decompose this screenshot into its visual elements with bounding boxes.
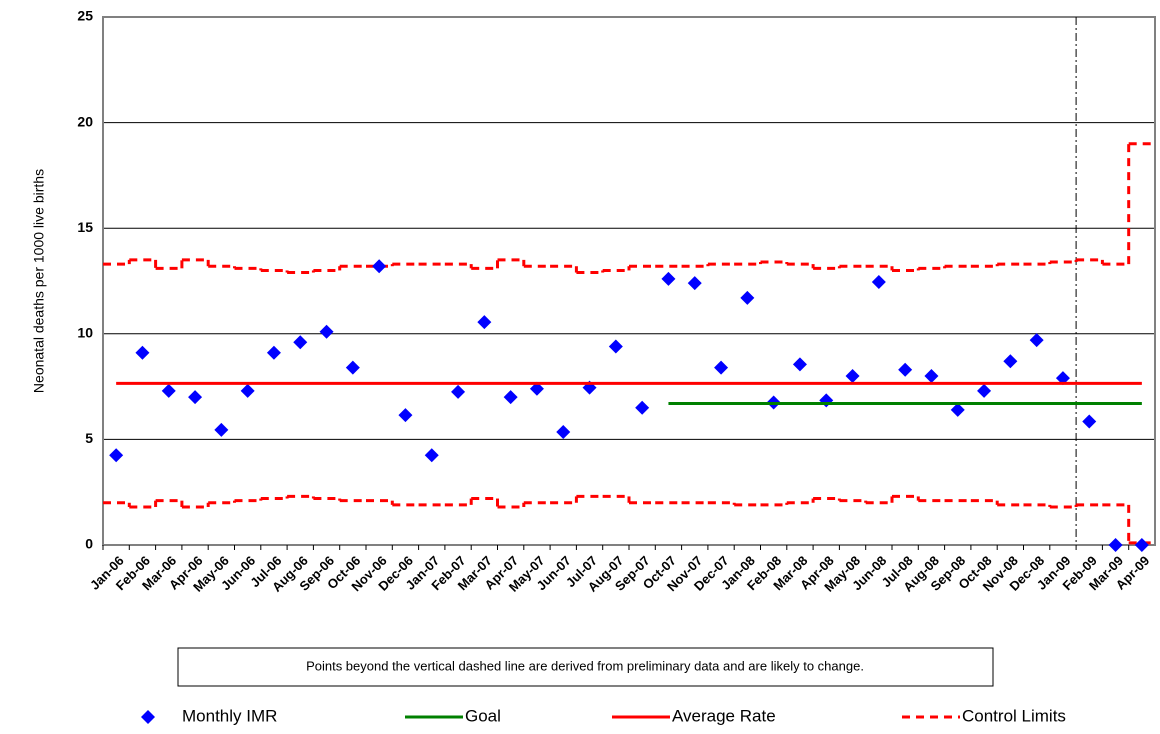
legend-label: Goal <box>465 706 501 725</box>
data-point <box>1082 414 1097 429</box>
y-tick-label: 25 <box>77 8 93 24</box>
data-point <box>451 384 466 399</box>
annotation-box <box>177 647 994 687</box>
data-point <box>740 290 755 305</box>
legend-label: Average Rate <box>672 706 776 725</box>
data-point <box>214 422 229 437</box>
data-point <box>687 276 702 291</box>
y-tick-label: 20 <box>77 113 93 129</box>
y-tick-label: 10 <box>77 325 93 341</box>
data-point <box>714 360 729 375</box>
data-point <box>266 345 281 360</box>
data-point <box>950 402 965 417</box>
data-point <box>345 360 360 375</box>
data-point <box>924 369 939 384</box>
data-point <box>188 390 203 405</box>
data-point <box>1029 333 1044 348</box>
legend: Monthly IMR Goal Average Rate Control Limit… <box>141 706 1066 725</box>
y-tick-label: 5 <box>85 430 93 446</box>
data-point <box>1134 538 1149 552</box>
data-point <box>424 448 439 463</box>
data-point <box>608 339 623 354</box>
data-point <box>898 362 913 377</box>
data-point <box>661 271 676 286</box>
data-point <box>635 400 650 415</box>
annotation: Points beyond the vertical dashed line a… <box>306 658 864 673</box>
y-axis-label: Neonatal deaths per 1000 live births <box>31 169 47 393</box>
data-point <box>398 408 413 423</box>
data-point <box>109 448 124 463</box>
data-point <box>240 383 255 398</box>
data-point <box>556 425 571 440</box>
data-point <box>477 315 492 330</box>
data-point <box>529 381 544 396</box>
data-point <box>1108 538 1123 552</box>
data-point <box>792 357 807 372</box>
y-tick-label: 0 <box>85 536 93 552</box>
data-point <box>135 345 150 360</box>
data-point <box>871 275 886 290</box>
legend-label: Monthly IMR <box>182 706 277 725</box>
data-point <box>845 369 860 384</box>
legend-marker <box>141 710 155 724</box>
data-point <box>1003 354 1018 369</box>
data-point <box>293 335 308 350</box>
legend-label: Control Limits <box>962 706 1066 725</box>
data-point <box>372 259 387 274</box>
data-point <box>503 390 518 405</box>
data-point <box>977 383 992 398</box>
data-point <box>161 383 176 398</box>
data-point <box>319 324 334 339</box>
y-tick-label: 15 <box>77 219 93 235</box>
data-point <box>1055 371 1070 386</box>
